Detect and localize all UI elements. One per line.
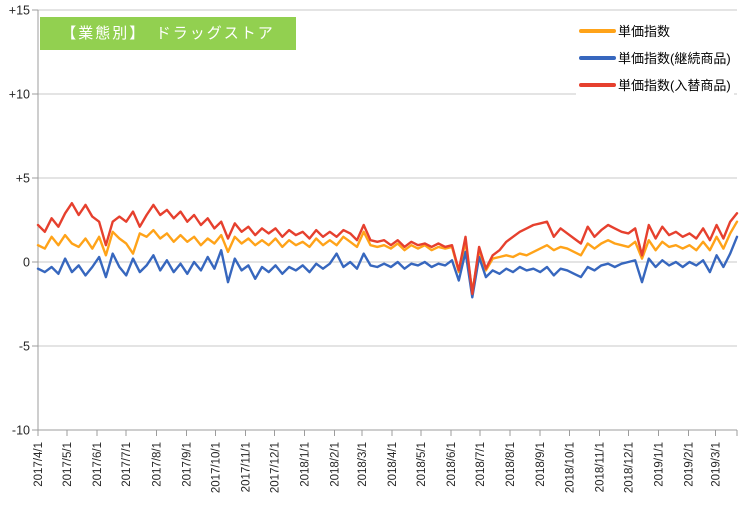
x-axis-label: 2017/9/1 bbox=[181, 442, 193, 487]
x-axis-label: 2018/1/1 bbox=[300, 442, 312, 487]
x-axis-label: 2018/9/1 bbox=[535, 442, 547, 487]
legend-line-swatch-red bbox=[579, 82, 616, 87]
x-axis-label: 2018/10/1 bbox=[564, 442, 576, 493]
legend-item-continuing-products: 単価指数(継続商品) bbox=[579, 44, 731, 71]
x-axis-label: 2018/7/1 bbox=[475, 442, 487, 487]
y-axis-label: +15 bbox=[9, 4, 30, 18]
y-axis-label: -5 bbox=[19, 340, 30, 354]
x-axis-label: 2017/7/1 bbox=[121, 442, 133, 487]
x-axis-label: 2018/6/1 bbox=[446, 442, 458, 487]
y-axis-label: -10 bbox=[12, 424, 30, 438]
x-axis-label: 2018/5/1 bbox=[416, 442, 428, 487]
legend: 単価指数 単価指数(継続商品) 単価指数(入替商品) bbox=[576, 16, 734, 99]
series-line-1 bbox=[36, 235, 739, 299]
x-axis-label: 2019/1/1 bbox=[654, 442, 666, 487]
x-axis-label: 2017/10/1 bbox=[210, 442, 222, 493]
x-axis-label: 2018/8/1 bbox=[505, 442, 517, 487]
legend-item-replacement-products: 単価指数(入替商品) bbox=[579, 71, 731, 98]
x-axis-label: 2019/3/1 bbox=[711, 442, 723, 487]
x-axis-label: 2017/12/1 bbox=[270, 442, 282, 493]
y-axis-label: 0 bbox=[23, 256, 30, 270]
x-axis-label: 2019/2/1 bbox=[684, 442, 696, 487]
legend-label: 単価指数 bbox=[618, 24, 671, 39]
x-axis-label: 2018/2/1 bbox=[330, 442, 342, 487]
x-axis-label: 2017/6/1 bbox=[92, 442, 104, 487]
x-axis-label: 2018/12/1 bbox=[623, 442, 635, 493]
legend-line-swatch-orange bbox=[579, 28, 616, 33]
series-line-2 bbox=[36, 201, 739, 296]
x-axis-label: 2017/11/1 bbox=[241, 442, 253, 492]
legend-line-swatch-blue bbox=[579, 55, 616, 60]
x-axis-label: 2018/3/1 bbox=[357, 442, 369, 487]
legend-label: 単価指数(入替商品) bbox=[618, 78, 731, 93]
chart-title: 【業態別】 ドラッグストア bbox=[40, 17, 296, 50]
x-axis-label: 2017/4/1 bbox=[33, 442, 45, 487]
x-axis-label: 2018/4/1 bbox=[387, 442, 399, 487]
y-axis-label: +10 bbox=[9, 88, 30, 102]
y-axis-label: +5 bbox=[16, 172, 30, 186]
x-axis-label: 2017/5/1 bbox=[62, 442, 74, 487]
series-line-0 bbox=[36, 220, 739, 294]
legend-item-unit-price-index: 単価指数 bbox=[579, 17, 731, 44]
legend-label: 単価指数(継続商品) bbox=[618, 51, 731, 66]
x-axis-label: 2017/8/1 bbox=[151, 442, 163, 487]
x-axis-label: 2018/11/1 bbox=[594, 442, 606, 492]
